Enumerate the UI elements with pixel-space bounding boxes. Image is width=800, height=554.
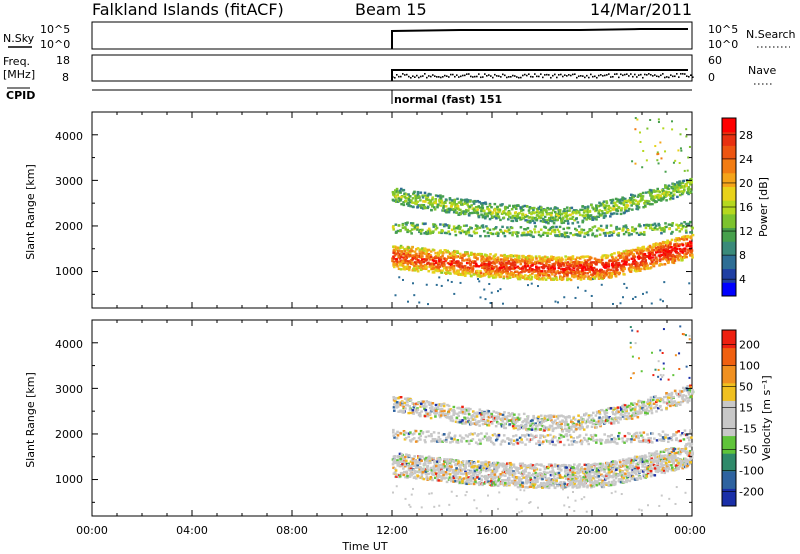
velocity-axes: [91, 319, 693, 516]
nave-tick-bottom: 0: [708, 71, 715, 84]
velocity-ytick-4000: 4000: [55, 338, 83, 351]
power-colorbar: 28 24 20 16 12 8 4 Power [dB]: [721, 117, 770, 297]
x-axis: 00:00 04:00 08:00 12:00 16:00 20:00 00:0…: [76, 524, 706, 553]
nsearch-label: N.Search: [746, 28, 796, 41]
colorbar-tick: 4: [739, 273, 746, 286]
xtick-4: 16:00: [476, 524, 508, 537]
colorbar-tick: 100: [739, 360, 760, 373]
power-ytick-3000: 3000: [55, 175, 83, 188]
beam-title: Beam 15: [355, 0, 427, 19]
nsky-tick-bottom: 10^0: [40, 38, 70, 51]
freq-tick-top: 18: [56, 54, 70, 67]
colorbar-tick: -50: [739, 443, 757, 456]
colorbar-tick: -200: [739, 485, 764, 498]
velocity-panel: 4000 3000 2000 1000 Slant Range [km]: [24, 319, 695, 517]
xtick-2: 08:00: [276, 524, 308, 537]
velocity-colorbar-label: Velocity [m s⁻¹]: [760, 375, 773, 460]
colorbar-tick: 50: [739, 381, 753, 394]
velocity-ytick-3000: 3000: [55, 383, 83, 396]
nsky-trace: [391, 28, 688, 49]
colorbar-tick: 24: [739, 153, 753, 166]
freq-tick-bottom: 8: [62, 71, 69, 84]
freq-label: Freq.: [3, 55, 30, 68]
xtick-6: 00:00: [674, 524, 706, 537]
freq-unit: [MHz]: [3, 68, 35, 81]
nsky-tick-top: 10^5: [40, 23, 70, 36]
power-panel: 4000 3000 2000 1000 Slant Range [km]: [24, 111, 695, 309]
velocity-ylabel: Slant Range [km]: [24, 372, 37, 468]
freq-strip: Freq. [MHz] 18 8 60 0 Nave: [3, 54, 776, 85]
xtick-1: 04:00: [176, 524, 208, 537]
power-ytick-1000: 1000: [55, 265, 83, 278]
power-colorbar-label: Power [dB]: [757, 177, 770, 237]
x-axis-label: Time UT: [341, 540, 387, 553]
velocity-ytick-2000: 2000: [55, 428, 83, 441]
cpid-value: normal (fast) 151: [394, 93, 502, 106]
date-title: 14/Mar/2011: [590, 0, 692, 19]
colorbar-tick: 28: [739, 129, 753, 142]
velocity-colorbar: 200 100 50 15 -15 -50 -100 -200 Velocity [m s⁻¹…: [721, 329, 773, 507]
velocity-ytick-1000: 1000: [55, 473, 83, 486]
power-axes: [91, 111, 693, 308]
colorbar-tick: 20: [739, 177, 753, 190]
station-title: Falkland Islands (fitACF): [92, 0, 284, 19]
power-ylabel: Slant Range [km]: [24, 164, 37, 260]
power-ytick-2000: 2000: [55, 220, 83, 233]
colorbar-tick: 200: [739, 339, 760, 352]
nave-tick-top: 60: [708, 54, 722, 67]
power-heatmap-cells: [391, 117, 695, 306]
nave-label: Nave: [748, 64, 776, 77]
nave-dots: [392, 73, 694, 79]
cpid-label: CPID: [6, 89, 35, 102]
nsearch-tick-top: 10^5: [708, 23, 738, 36]
colorbar-tick: -15: [739, 422, 757, 435]
colorbar-tick: 15: [739, 402, 753, 415]
power-ytick-4000: 4000: [55, 130, 83, 143]
nsearch-tick-bottom: 10^0: [708, 38, 738, 51]
nsky-strip: N.Sky 10^5 10^0 10^5 10^0 N.Search: [3, 21, 796, 51]
xtick-3: 12:00: [376, 524, 408, 537]
nsky-label: N.Sky: [3, 32, 35, 45]
colorbar-tick: -100: [739, 464, 764, 477]
xtick-5: 20:00: [576, 524, 608, 537]
colorbar-tick: 12: [739, 225, 753, 238]
xtick-0: 00:00: [76, 524, 108, 537]
colorbar-tick: 8: [739, 249, 746, 262]
velocity-heatmap-cells: [391, 325, 695, 514]
colorbar-tick: 16: [739, 201, 753, 214]
freq-trace: [391, 69, 688, 81]
